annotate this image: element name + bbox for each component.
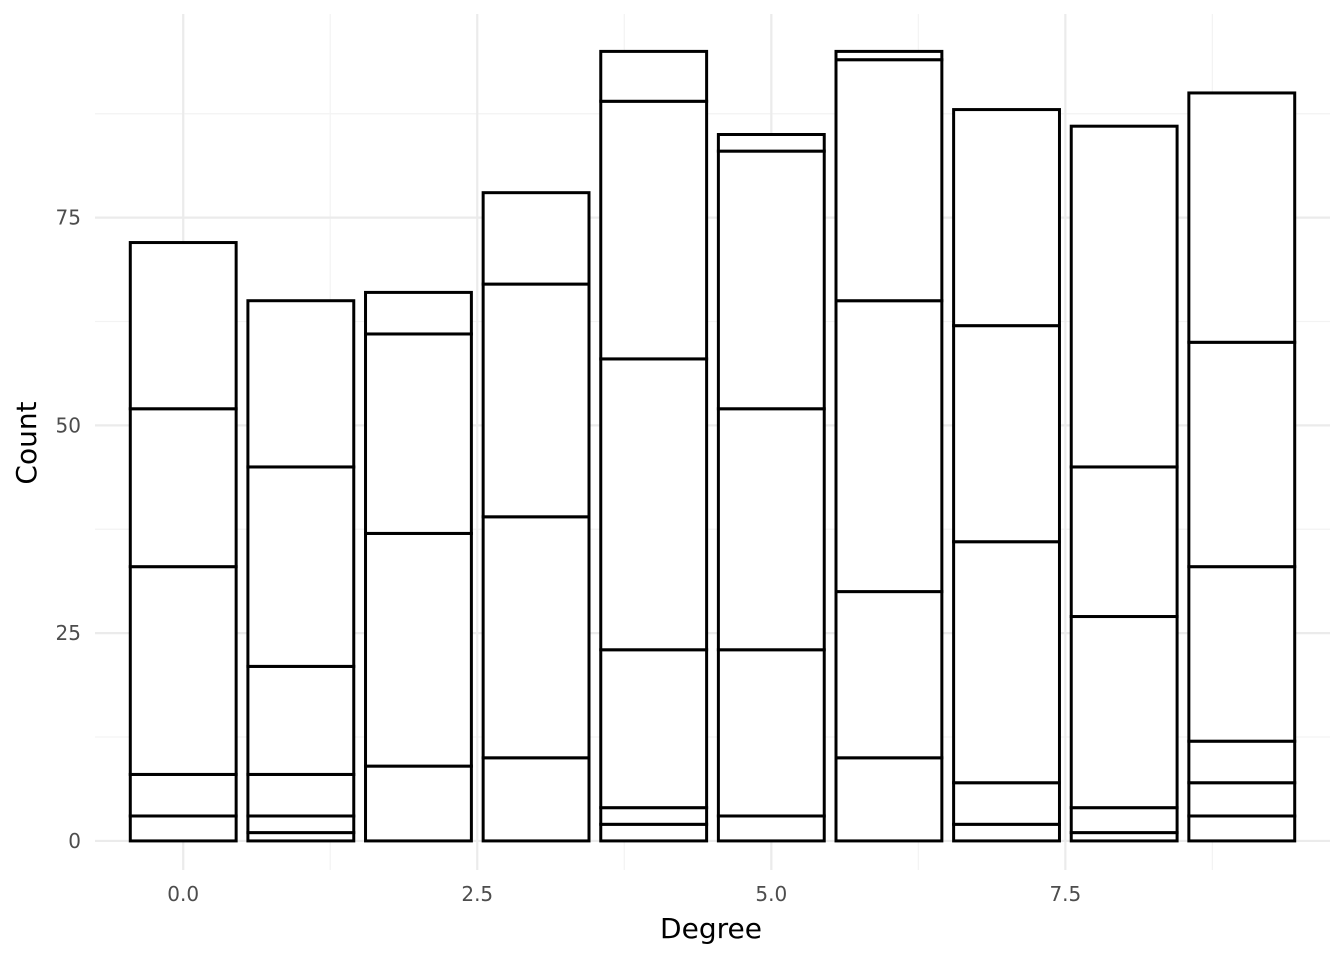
bars (128, 49, 1297, 843)
bar-stack (128, 241, 238, 843)
bar-segment (246, 814, 356, 835)
bar-segment (599, 822, 709, 843)
y-tick-label: 25 (56, 621, 81, 645)
bar-segment (481, 515, 591, 760)
bar-segment (128, 407, 238, 569)
bar-segment (599, 648, 709, 810)
bar-segment (599, 357, 709, 652)
bar-segment (364, 531, 473, 768)
bar-segment (1187, 565, 1297, 743)
bar-stack (1069, 124, 1179, 843)
bar-segment (834, 49, 944, 62)
bar-segment (716, 648, 826, 818)
bar-segment (481, 191, 591, 286)
y-tick-label: 0 (68, 829, 81, 853)
bar-segment (834, 58, 944, 303)
bar-segment (246, 299, 356, 469)
bar-stack (246, 299, 356, 843)
bar-segment (716, 149, 826, 411)
bar-segment (952, 108, 1061, 328)
bar-stack (364, 290, 473, 843)
bar-segment (599, 806, 709, 826)
bar-segment (834, 756, 944, 843)
tick-labels: 0.0 2.5 5.0 7.5 0 25 50 75 (56, 206, 1082, 906)
bar-segment (716, 407, 826, 652)
bar-stack (1187, 91, 1297, 843)
bar-segment (834, 299, 944, 594)
bar-segment (1069, 465, 1179, 619)
bar-segment (246, 465, 356, 668)
bar-segment (1069, 806, 1179, 835)
bar-segment (128, 772, 238, 818)
bar-segment (599, 99, 709, 361)
bar-segment (364, 764, 473, 843)
bar-segment (128, 241, 238, 411)
bar-segment (246, 772, 356, 818)
bar-stack (599, 49, 709, 843)
bar-segment (952, 822, 1061, 843)
bar-segment (128, 814, 238, 843)
bar-segment (834, 590, 944, 760)
bar-segment (481, 282, 591, 519)
x-tick-label: 5.0 (755, 882, 787, 906)
bar-segment (1187, 91, 1297, 344)
bar-segment (952, 324, 1061, 544)
bar-segment (716, 133, 826, 153)
y-tick-label: 75 (56, 206, 81, 230)
bar-segment (246, 664, 356, 776)
bar-segment (481, 756, 591, 843)
bar-segment (1069, 124, 1179, 469)
bar-segment (1187, 739, 1297, 785)
x-tick-label: 0.0 (167, 882, 199, 906)
bar-stack (952, 108, 1061, 843)
bar-segment (1187, 814, 1297, 843)
bar-segment (599, 49, 709, 103)
x-axis-title: Degree (660, 912, 762, 945)
bar-stack (834, 49, 944, 843)
bar-segment (952, 781, 1061, 826)
bar-segment (1187, 340, 1297, 569)
bar-segment (364, 290, 473, 336)
bar-stack (481, 191, 591, 843)
y-tick-label: 50 (56, 413, 81, 437)
bar-segment (716, 814, 826, 843)
bar-segment (1069, 615, 1179, 810)
bar-segment (1187, 781, 1297, 818)
bar-stack (716, 133, 826, 843)
x-tick-label: 2.5 (461, 882, 493, 906)
bar-segment (128, 565, 238, 776)
bar-segment (952, 540, 1061, 785)
x-tick-label: 7.5 (1049, 882, 1081, 906)
bar-segment (364, 332, 473, 535)
y-axis-title: Count (10, 401, 43, 484)
